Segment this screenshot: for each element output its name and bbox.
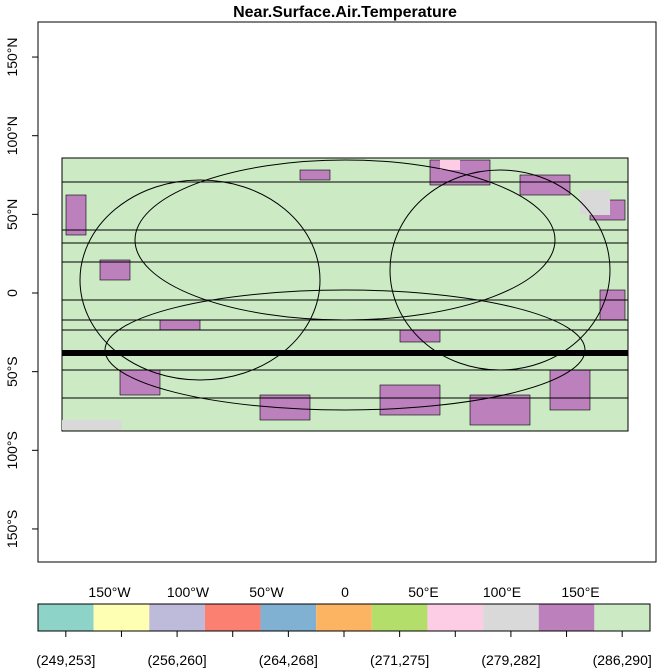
y-tick-label: 100°N: [4, 116, 20, 155]
outlines: [62, 159, 628, 411]
legend-label: (249,253]: [36, 652, 95, 668]
axes: 150°S 100°S 50°S 0 50°N 100°N 150°N 150°W 100°W 5…: [4, 38, 652, 668]
y-tick-label: 50°N: [4, 199, 20, 230]
legend-swatch: [483, 604, 539, 631]
legend-label: (256,260]: [148, 652, 207, 668]
legend-label: (264,268]: [259, 652, 318, 668]
legend-swatch: [538, 604, 595, 631]
legend-swatch: [149, 604, 205, 631]
legend-swatch: [427, 604, 484, 631]
legend-swatch: [93, 604, 150, 631]
y-tick-label: 150°N: [4, 38, 20, 77]
legend-swatch: [260, 604, 317, 631]
dense-outlines: [62, 350, 628, 356]
legend-label: (271,275]: [370, 652, 429, 668]
map: [61, 157, 629, 432]
x-tick-label: 150°E: [561, 584, 599, 600]
legend-label: (279,282]: [481, 652, 540, 668]
legend-label: (286,290]: [593, 652, 652, 668]
plot-frame: [37, 21, 657, 563]
x-tick-label: 150°W: [88, 584, 131, 600]
legend-swatch: [594, 604, 650, 631]
y-tick-label: 150°S: [4, 510, 20, 548]
x-tick-label: 100°E: [483, 584, 521, 600]
x-tick-label: 50°W: [249, 584, 284, 600]
x-tick-label: 50°E: [408, 584, 439, 600]
legend-swatch: [316, 604, 372, 631]
title: Near.Surface.Air.Temperature: [233, 4, 457, 21]
legend-frame: [37, 603, 651, 632]
x-tick-label: 100°W: [167, 584, 210, 600]
y-tick-label: 100°S: [4, 431, 20, 469]
y-tick-label: 50°S: [4, 356, 20, 387]
y-tick-label: 0: [4, 289, 20, 297]
legend-swatch: [204, 604, 261, 631]
x-tick-label: 0: [341, 584, 349, 600]
legend-swatch: [38, 604, 94, 631]
legend-swatch: [371, 604, 428, 631]
